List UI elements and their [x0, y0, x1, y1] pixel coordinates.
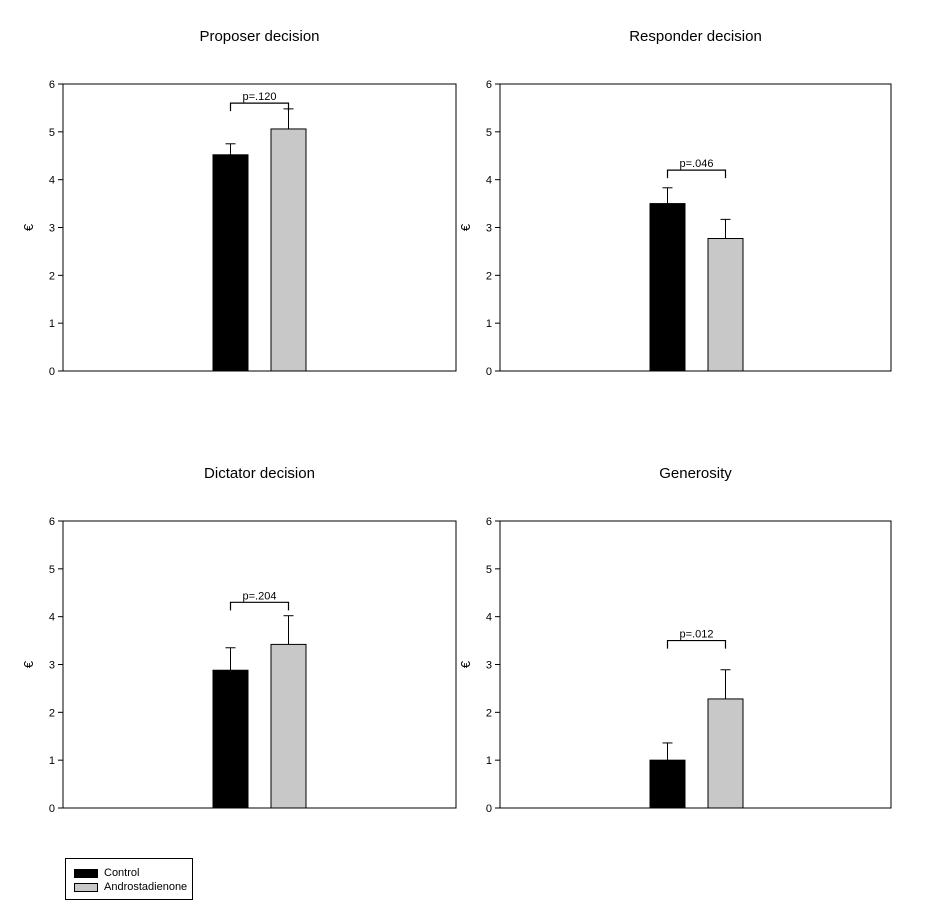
- chart-title: Proposer decision: [199, 28, 319, 45]
- bar-androstadienone: [707, 238, 744, 372]
- bar-control: [212, 154, 249, 372]
- y-tick-label: 5: [49, 127, 55, 139]
- chart-title: Generosity: [659, 465, 732, 482]
- y-tick-label: 0: [49, 366, 55, 378]
- y-tick-label: 1: [49, 318, 55, 330]
- plot-frame: [499, 83, 892, 372]
- y-tick-label: 1: [486, 318, 492, 330]
- y-tick-label: 2: [486, 707, 492, 719]
- plot-frame: [62, 520, 457, 809]
- y-tick-label: 6: [49, 79, 55, 91]
- y-tick-label: 5: [49, 564, 55, 576]
- chart-title: Dictator decision: [204, 465, 315, 482]
- y-axis-label: €: [21, 223, 36, 231]
- bar-control: [212, 669, 249, 809]
- chart-panel-4: Generosity 0 1 2 3 4 5 6 € p=.012: [458, 465, 892, 815]
- plot-frame: [499, 520, 892, 809]
- p-value-label: p=.120: [243, 91, 277, 103]
- y-tick-label: 2: [49, 270, 55, 282]
- bar-control: [649, 203, 686, 372]
- chart-panel-1: Proposer decision 0 1 2 3 4 5 6 € p=.120: [21, 28, 457, 378]
- y-tick-label: 2: [49, 707, 55, 719]
- significance-bracket: [666, 169, 727, 179]
- bar-control: [649, 759, 686, 809]
- y-tick-label: 3: [49, 660, 55, 672]
- y-tick-label: 5: [486, 564, 492, 576]
- chart-panel-3: Dictator decision 0 1 2 3 4 5 6 € p=.204: [21, 465, 457, 815]
- y-tick-label: 3: [49, 223, 55, 235]
- chart-panel-2: Responder decision 0 1 2 3 4 5 6 € p=.046: [458, 28, 892, 378]
- y-tick-label: 2: [486, 270, 492, 282]
- bar-androstadienone: [270, 128, 307, 372]
- bar-androstadienone: [707, 698, 744, 809]
- p-value-label: p=.204: [243, 590, 277, 602]
- y-tick-label: 1: [486, 755, 492, 767]
- legend-label-androstadienone: Androstadienone: [104, 881, 188, 893]
- y-tick-label: 3: [486, 223, 492, 235]
- y-axis-label: €: [458, 223, 473, 231]
- y-tick-label: 4: [49, 175, 55, 187]
- y-tick-label: 4: [486, 612, 492, 624]
- legend-swatch-androstadienone: [74, 882, 98, 892]
- y-tick-label: 1: [49, 755, 55, 767]
- y-tick-label: 5: [486, 127, 492, 139]
- plot-frame: [62, 83, 457, 372]
- y-tick-label: 6: [49, 516, 55, 528]
- legend: Control Androstadienone: [65, 858, 193, 900]
- p-value-label: p=.046: [680, 158, 714, 170]
- y-axis-label: €: [458, 660, 473, 668]
- y-tick-label: 4: [486, 175, 492, 187]
- significance-bracket: [229, 102, 290, 112]
- y-tick-label: 0: [49, 803, 55, 815]
- y-tick-label: 0: [486, 366, 492, 378]
- legend-item-androstadienone: Androstadienone: [74, 881, 187, 893]
- y-tick-label: 0: [486, 803, 492, 815]
- legend-label-control: Control: [104, 867, 140, 879]
- p-value-label: p=.012: [680, 629, 714, 641]
- bar-androstadienone: [270, 643, 307, 809]
- y-tick-label: 3: [486, 660, 492, 672]
- legend-item-control: Control: [74, 867, 139, 879]
- legend-swatch-control: [74, 868, 98, 878]
- y-tick-label: 6: [486, 516, 492, 528]
- y-tick-label: 6: [486, 79, 492, 91]
- y-axis-label: €: [21, 660, 36, 668]
- y-tick-label: 4: [49, 612, 55, 624]
- significance-bracket: [229, 601, 290, 611]
- significance-bracket: [666, 639, 727, 649]
- chart-title: Responder decision: [629, 28, 762, 45]
